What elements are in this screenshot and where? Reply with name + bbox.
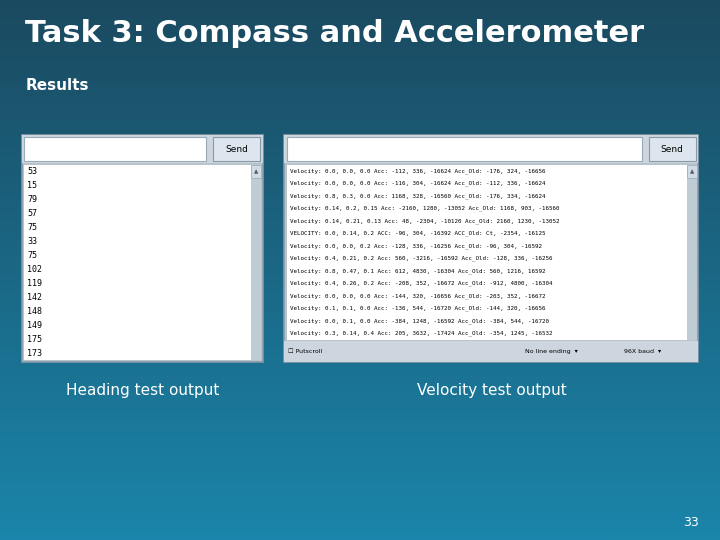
Text: 79: 79 bbox=[27, 195, 37, 204]
Text: 33: 33 bbox=[27, 237, 37, 246]
FancyBboxPatch shape bbox=[22, 135, 263, 163]
FancyBboxPatch shape bbox=[287, 137, 642, 161]
Text: ▲: ▲ bbox=[690, 169, 694, 174]
Text: 148: 148 bbox=[27, 307, 42, 316]
Text: Velocity: 0.8, 0.3, 0.0 Acc: 1168, 328, -16560 Acc_Old: -176, 334, -16624: Velocity: 0.8, 0.3, 0.0 Acc: 1168, 328, … bbox=[290, 193, 546, 199]
Text: Velocity: 0.8, 0.47, 0.1 Acc: 612, 4830, -16304 Acc_Old: 560, 1216, 16592: Velocity: 0.8, 0.47, 0.1 Acc: 612, 4830,… bbox=[290, 268, 546, 274]
Text: Velocity: 0.0, 0.0, 0.0 Acc: -112, 336, -16624 Acc_Old: -176, 324, -16656: Velocity: 0.0, 0.0, 0.0 Acc: -112, 336, … bbox=[290, 168, 546, 174]
Text: Velocity: 0.1, 0.1, 0.0 Acc: -136, 544, -16720 Acc_Old: -144, 320, -16656: Velocity: 0.1, 0.1, 0.0 Acc: -136, 544, … bbox=[290, 306, 546, 311]
Text: Results: Results bbox=[25, 78, 89, 93]
Text: Velocity: 0.0, 0.1, 0.0 Acc: -384, 1248, -16592 Acc_Old: -384, 544, -16720: Velocity: 0.0, 0.1, 0.0 Acc: -384, 1248,… bbox=[290, 318, 549, 323]
Text: 75: 75 bbox=[27, 223, 37, 232]
Text: ▲: ▲ bbox=[254, 169, 258, 174]
Text: Velocity: 0.4, 0.21, 0.2 Acc: 560, -3216, -16592 Acc_Old: -128, 336, -16256: Velocity: 0.4, 0.21, 0.2 Acc: 560, -3216… bbox=[290, 255, 553, 261]
FancyBboxPatch shape bbox=[24, 165, 251, 360]
Text: 149: 149 bbox=[27, 321, 42, 330]
Text: Velocity: 0.0, 0.0, 0.2 Acc: -128, 336, -16256 Acc_Old: -96, 304, -16592: Velocity: 0.0, 0.0, 0.2 Acc: -128, 336, … bbox=[290, 243, 542, 249]
Text: Velocity: 0.0, 0.0, 0.0 Acc: -144, 320, -16656 Acc_Old: -203, 352, -16672: Velocity: 0.0, 0.0, 0.0 Acc: -144, 320, … bbox=[290, 293, 546, 299]
Text: 75: 75 bbox=[27, 251, 37, 260]
Text: 53: 53 bbox=[27, 167, 37, 176]
Text: 57: 57 bbox=[27, 209, 37, 218]
Text: 175: 175 bbox=[27, 335, 42, 344]
Text: Heading test output: Heading test output bbox=[66, 383, 219, 399]
Text: 119: 119 bbox=[27, 279, 42, 288]
FancyBboxPatch shape bbox=[24, 137, 206, 161]
Text: Velocity: 0.0, 0.0, 0.0 Acc: -116, 304, -16624 Acc_Old: -112, 336, -16624: Velocity: 0.0, 0.0, 0.0 Acc: -116, 304, … bbox=[290, 181, 546, 186]
Text: 173: 173 bbox=[27, 349, 42, 357]
Text: Velocity: 0.14, 0.2, 0.15 Acc: -2160, 1280, -13052 Acc_Old: 1168, 903, -16560: Velocity: 0.14, 0.2, 0.15 Acc: -2160, 12… bbox=[290, 206, 559, 211]
Text: ☐ Putscroll: ☐ Putscroll bbox=[288, 349, 323, 354]
FancyBboxPatch shape bbox=[22, 135, 263, 362]
FancyBboxPatch shape bbox=[687, 165, 697, 178]
FancyBboxPatch shape bbox=[287, 165, 687, 340]
Text: Velocity: 0.14, 0.21, 0.13 Acc: 48, -2304, -10120 Acc_Old: 2160, 1230, -13052: Velocity: 0.14, 0.21, 0.13 Acc: 48, -230… bbox=[290, 218, 559, 224]
Text: Send: Send bbox=[661, 145, 683, 153]
Text: No line ending  ▾: No line ending ▾ bbox=[524, 349, 577, 354]
Text: Task 3: Compass and Accelerometer: Task 3: Compass and Accelerometer bbox=[25, 19, 644, 48]
Text: 142: 142 bbox=[27, 293, 42, 302]
FancyBboxPatch shape bbox=[251, 165, 261, 178]
FancyBboxPatch shape bbox=[284, 135, 698, 163]
FancyBboxPatch shape bbox=[284, 135, 698, 362]
FancyBboxPatch shape bbox=[251, 165, 261, 360]
Text: Velocity: 0.4, 0.26, 0.2 Acc: -208, 352, -16672 Acc_Old: -912, 4800, -16304: Velocity: 0.4, 0.26, 0.2 Acc: -208, 352,… bbox=[290, 281, 553, 286]
Text: Velocity: 0.3, 0.14, 0.4 Acc: 205, 3632, -17424 Acc_Old: -354, 1245, -16532: Velocity: 0.3, 0.14, 0.4 Acc: 205, 3632,… bbox=[290, 330, 553, 336]
FancyBboxPatch shape bbox=[649, 137, 696, 161]
Text: 33: 33 bbox=[683, 516, 698, 529]
Text: VELOCITY: 0.0, 0.14, 0.2 ACC: -96, 304, -16392 ACC_Old: Ct, -2354, -16125: VELOCITY: 0.0, 0.14, 0.2 ACC: -96, 304, … bbox=[290, 231, 546, 236]
FancyBboxPatch shape bbox=[687, 165, 697, 340]
Text: Send: Send bbox=[225, 145, 248, 153]
Text: 102: 102 bbox=[27, 265, 42, 274]
FancyBboxPatch shape bbox=[284, 341, 698, 362]
Text: Velocity test output: Velocity test output bbox=[417, 383, 566, 399]
Text: 96X baud  ▾: 96X baud ▾ bbox=[624, 349, 661, 354]
Text: 15: 15 bbox=[27, 181, 37, 190]
FancyBboxPatch shape bbox=[213, 137, 260, 161]
